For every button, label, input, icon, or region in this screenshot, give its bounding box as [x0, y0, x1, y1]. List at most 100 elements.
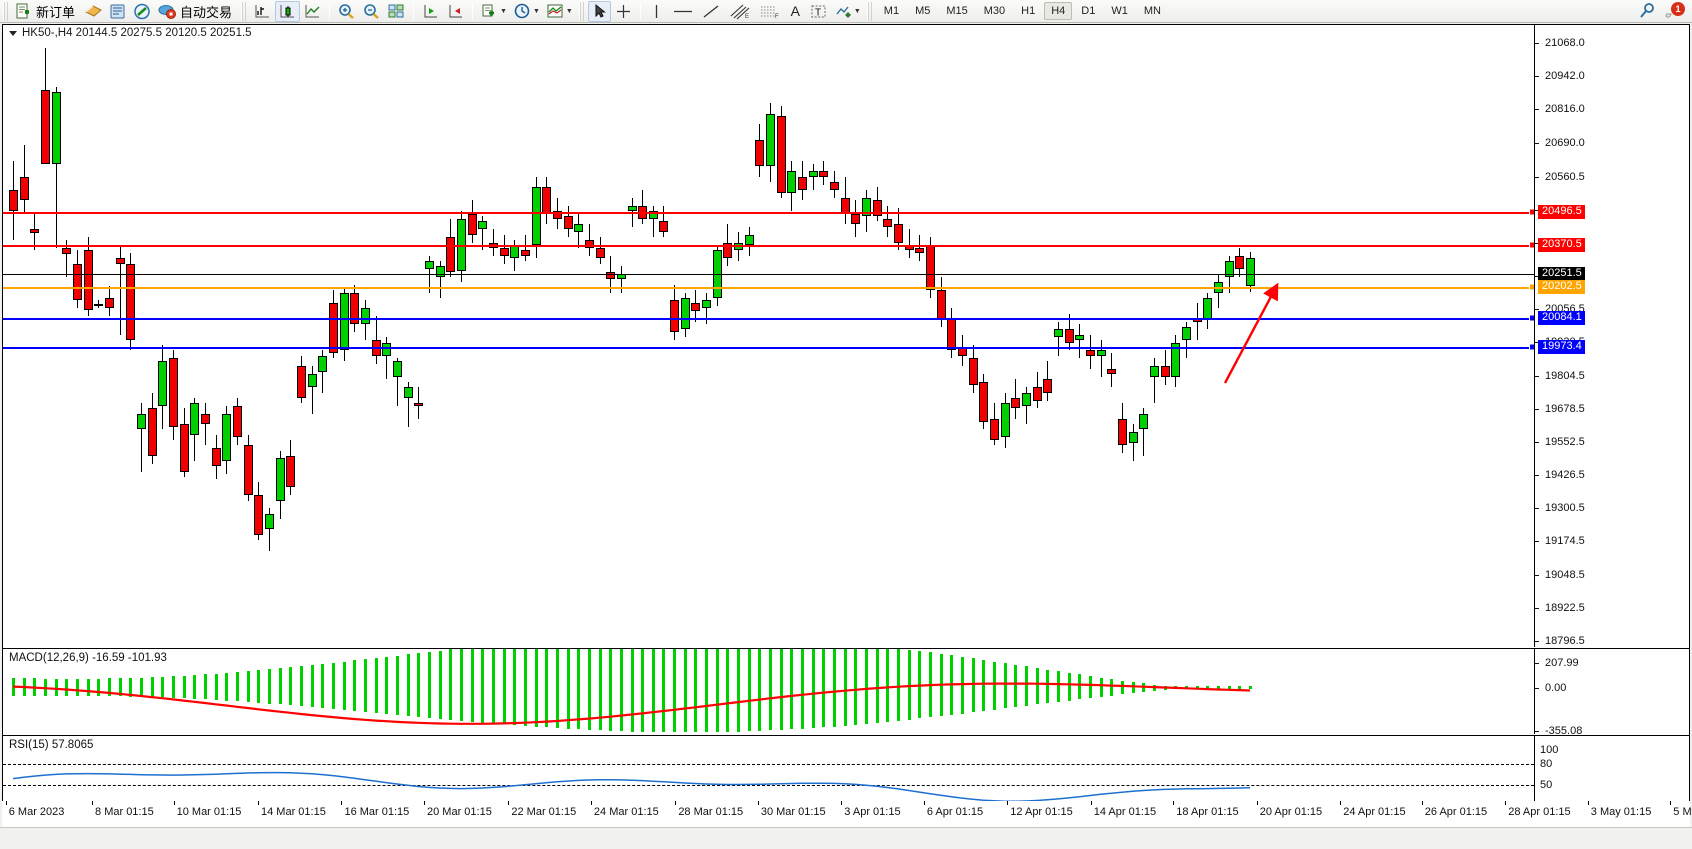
price-scale[interactable]: 21068.020942.020816.020690.020560.520434… — [1534, 25, 1689, 647]
timeframe-m1[interactable]: M1 — [883, 5, 900, 17]
timeframe-m30[interactable]: M30 — [983, 5, 1006, 17]
rsi-tick: 100 — [1540, 744, 1559, 756]
resistance-line-1-handle[interactable] — [1529, 208, 1534, 216]
svg-text:E: E — [745, 14, 749, 20]
support-line-1[interactable] — [3, 318, 1534, 320]
toolbar-grip-3[interactable] — [578, 1, 586, 21]
chevron-down-icon-3[interactable]: ▼ — [565, 7, 573, 15]
timeframe-m5[interactable]: M5 — [915, 5, 931, 17]
macd-pane[interactable]: MACD(12,26,9) -16.59 -101.93 207.99 0.00 -… — [3, 648, 1689, 737]
text-label-icon[interactable]: T — [806, 1, 831, 22]
toolbar-grip-2[interactable] — [241, 1, 249, 21]
zoom-out-icon[interactable] — [359, 1, 384, 22]
candle-body-bearish — [883, 218, 893, 227]
timeframe-h1[interactable]: H1 — [1021, 5, 1036, 17]
toolbar-right-group: 1 — [1634, 1, 1692, 22]
resistance-line-2-handle[interactable] — [1529, 241, 1534, 249]
fibonacci-icon[interactable]: F — [755, 1, 785, 22]
period-icon[interactable]: ▼ — [510, 1, 543, 22]
navigator-icon[interactable] — [130, 1, 155, 22]
chevron-down-icon-4[interactable]: ▼ — [853, 7, 861, 15]
macd-histogram-bar — [619, 649, 623, 732]
candle-body-bearish — [958, 347, 968, 356]
resistance-line-1[interactable] — [3, 212, 1534, 214]
line-chart-icon[interactable] — [300, 1, 325, 22]
macd-histogram-bar — [609, 649, 613, 731]
crosshair-icon[interactable] — [611, 1, 636, 22]
macd-plot-area[interactable] — [3, 649, 1534, 734]
time-axis-label: 12 Apr 01:15 — [1010, 806, 1073, 818]
tile-windows-icon[interactable] — [384, 1, 409, 22]
search-icon[interactable] — [1634, 1, 1660, 22]
macd-histogram-bar — [107, 678, 111, 697]
macd-histogram-bar — [758, 649, 762, 731]
toolbar-grip-4[interactable] — [866, 1, 874, 21]
macd-histogram-bar — [982, 660, 986, 712]
indicators-icon[interactable]: ▼ — [477, 1, 510, 22]
candle-body-bearish — [179, 424, 189, 472]
new-order-button[interactable]: 新订单 — [12, 1, 81, 22]
vertical-line-icon[interactable] — [645, 1, 668, 22]
macd-histogram-bar — [1110, 679, 1114, 696]
auto-trading-button[interactable]: 自动交易 — [155, 1, 238, 22]
bid-line[interactable] — [3, 287, 1534, 289]
candle-wick — [204, 403, 206, 446]
chevron-down-icon-2[interactable]: ▼ — [532, 7, 540, 15]
timeframe-m15[interactable]: M15 — [946, 5, 968, 17]
chart-menu-icon[interactable] — [9, 30, 17, 36]
candle-body-bearish — [552, 210, 562, 219]
timeframe-w1[interactable]: W1 — [1111, 5, 1128, 17]
time-axis[interactable]: 6 Mar 2023 8 Mar 01:15 10 Mar 01:15 14 Mar … — [2, 801, 1692, 827]
toolbar-grip[interactable] — [3, 1, 10, 21]
candle-body-bearish — [798, 176, 808, 190]
alert-bell-icon[interactable]: 1 — [1660, 1, 1686, 22]
resistance-line-2[interactable] — [3, 245, 1534, 247]
candle-wick — [55, 87, 57, 248]
price-tick: 18796.5 — [1535, 635, 1585, 647]
time-tick — [675, 801, 677, 805]
ask-line[interactable] — [3, 274, 1534, 275]
chart-shift-icon[interactable] — [418, 1, 443, 22]
timeframe-mn[interactable]: MN — [1143, 5, 1161, 17]
time-tick — [841, 801, 843, 805]
auto-scroll-icon[interactable] — [443, 1, 468, 22]
candlestick-chart-icon[interactable] — [275, 0, 301, 22]
candle-body-bearish — [819, 171, 829, 177]
macd-histogram-bar — [801, 649, 805, 729]
support-line-2[interactable] — [3, 347, 1534, 349]
price-plot-area[interactable] — [3, 25, 1534, 647]
macd-histogram-bar — [310, 665, 314, 707]
horizontal-line-icon[interactable] — [668, 1, 698, 22]
macd-histogram-bar — [683, 649, 687, 733]
chart-window[interactable]: HK50-,H4 20144.5 20275.5 20120.5 20251.5… — [2, 24, 1690, 825]
support-line-2-handle[interactable] — [1529, 343, 1534, 351]
up-trend-arrow-annotation[interactable] — [1203, 277, 1293, 387]
candle-body-bearish — [350, 292, 360, 325]
templates-icon[interactable]: ▼ — [543, 1, 576, 22]
bar-chart-icon[interactable] — [250, 1, 275, 22]
zoom-in-icon[interactable] — [334, 1, 359, 22]
data-window-icon[interactable] — [106, 1, 130, 22]
price-pane[interactable]: 21068.020942.020816.020690.020560.520434… — [3, 25, 1689, 647]
timeframe-h4[interactable]: H4 — [1044, 2, 1073, 20]
expert-advisor-icon[interactable] — [81, 1, 106, 22]
text-icon[interactable]: A — [790, 3, 801, 19]
candle-body-bullish — [339, 292, 349, 351]
chevron-down-icon[interactable]: ▼ — [500, 7, 507, 15]
candle-body-bearish — [1235, 255, 1245, 269]
time-axis-label: 30 Mar 01:15 — [760, 806, 826, 818]
candle-wick — [620, 266, 622, 293]
support-line-1-handle[interactable] — [1529, 314, 1534, 322]
bid-line-handle[interactable] — [1529, 283, 1534, 291]
timeframe-d1[interactable]: D1 — [1081, 5, 1096, 17]
time-tick — [5, 801, 7, 805]
macd-histogram-bar — [790, 649, 794, 730]
trendline-icon[interactable] — [698, 1, 725, 22]
objects-icon[interactable]: ▼ — [831, 1, 864, 22]
candle-body-bearish — [584, 239, 594, 248]
equidistant-channel-icon[interactable]: E — [725, 1, 755, 22]
time-tick — [1007, 801, 1009, 805]
cursor-icon[interactable] — [587, 0, 611, 22]
macd-histogram-bar — [779, 649, 783, 730]
candle-body-bearish — [499, 247, 509, 256]
